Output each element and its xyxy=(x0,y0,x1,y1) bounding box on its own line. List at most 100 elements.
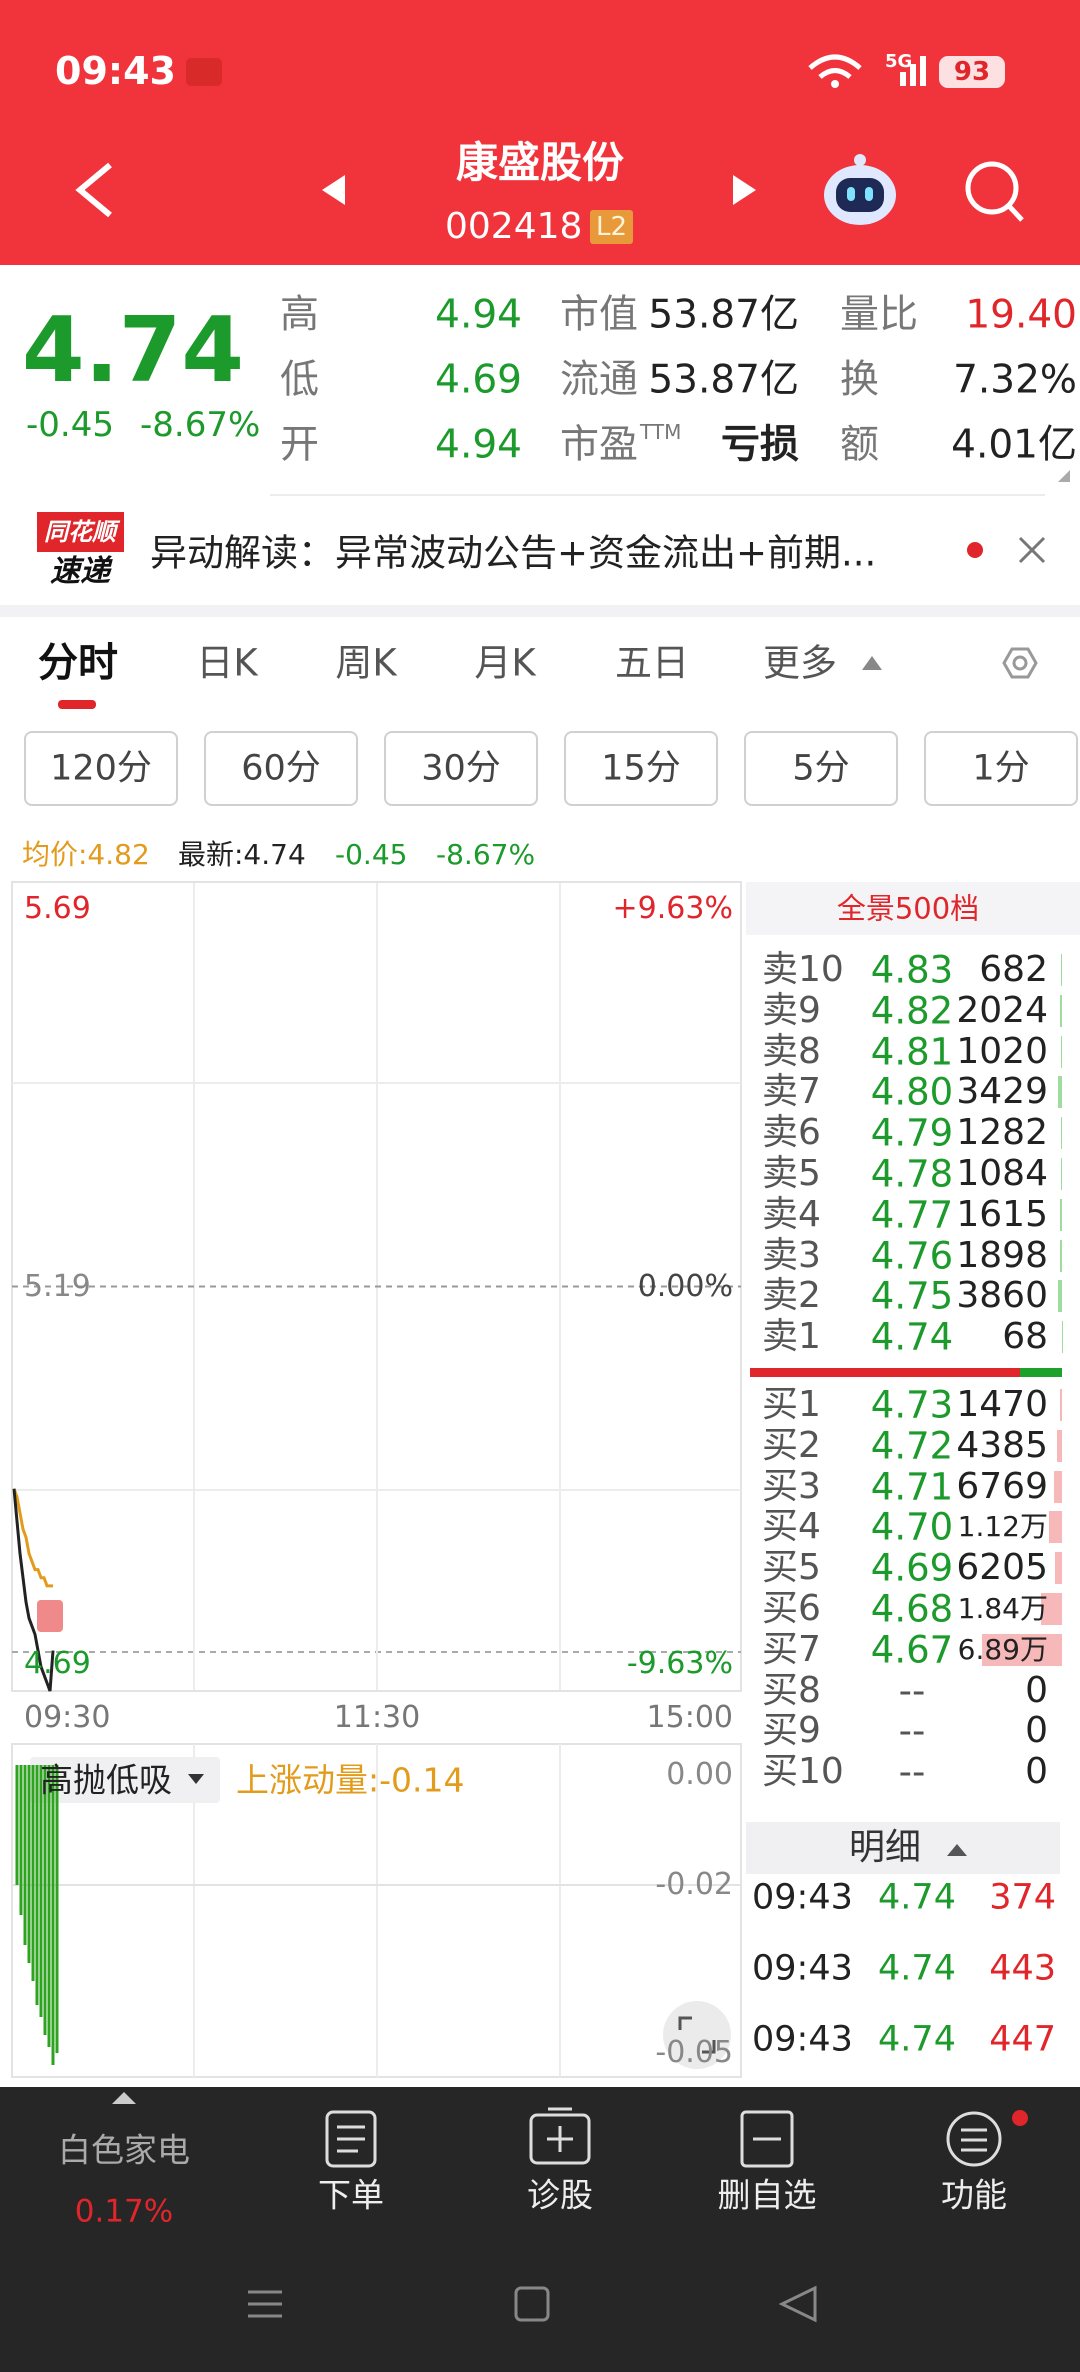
back-icon[interactable] xyxy=(75,162,112,218)
network: 5G xyxy=(885,51,913,72)
stat-label: 量比 xyxy=(840,292,919,338)
sector-change[interactable]: 0.17% xyxy=(74,2193,174,2230)
book-volume: 0 xyxy=(1025,1751,1048,1793)
book-header-bg xyxy=(746,882,1080,935)
battery: 93 xyxy=(953,57,991,87)
period-button[interactable] xyxy=(744,731,898,806)
volume-bar xyxy=(982,1633,1062,1666)
pe-suffix: TTM xyxy=(640,420,682,444)
tab[interactable]: 月K xyxy=(474,641,536,685)
book-price: 4.68 xyxy=(870,1587,954,1631)
stat-label: 额 xyxy=(840,422,880,468)
x-label: 15:00 xyxy=(646,1700,733,1735)
tab[interactable]: 五日 xyxy=(615,641,689,685)
book-volume: 6205 xyxy=(956,1547,1048,1589)
nav-item[interactable]: 诊股 xyxy=(527,2175,593,2215)
book-price: -- xyxy=(898,1750,926,1794)
period-button[interactable] xyxy=(564,731,718,806)
trade-price: 4.74 xyxy=(878,1877,956,1918)
period-button[interactable] xyxy=(384,731,538,806)
x-label: 11:30 xyxy=(333,1700,421,1735)
prev-stock[interactable] xyxy=(322,175,345,205)
trades-header[interactable]: 明细 xyxy=(848,1827,922,1868)
book-label: 卖9 xyxy=(762,989,821,1031)
trade-price: 4.74 xyxy=(878,2019,956,2060)
book-volume: 1470 xyxy=(956,1384,1048,1425)
volume-bar xyxy=(1054,1552,1062,1585)
volume-bar xyxy=(1059,1239,1062,1272)
pct-label: 0.00% xyxy=(637,1268,733,1304)
header-bg xyxy=(0,0,1080,265)
nav-icons xyxy=(325,2107,1002,2168)
tab[interactable]: 分时 xyxy=(38,640,118,686)
stat-label: 开 xyxy=(280,422,320,468)
book-label: 买3 xyxy=(762,1465,821,1507)
volume-bar xyxy=(1040,1593,1062,1625)
book-volume: 1.84万 xyxy=(957,1592,1048,1625)
tab[interactable]: 周K xyxy=(335,641,397,685)
volume-bar xyxy=(1060,1035,1062,1068)
system-nav[interactable] xyxy=(248,2285,817,2323)
indicator-select-bg[interactable] xyxy=(30,1757,220,1803)
status-icons xyxy=(186,54,1005,88)
assistant-icon[interactable] xyxy=(824,154,896,225)
y-tick-label: 0.00 xyxy=(666,1757,733,1792)
stat-value: 4.94 xyxy=(435,292,522,338)
trade-volume: 447 xyxy=(989,2019,1056,2060)
period-label[interactable]: 60分 xyxy=(241,748,321,789)
book-label: 买10 xyxy=(762,1751,844,1793)
book-divider-red xyxy=(750,1368,1020,1377)
period-label[interactable]: 1分 xyxy=(972,748,1030,789)
period-button[interactable] xyxy=(24,731,178,806)
info-change-pct: -8.67% xyxy=(436,838,536,871)
search-icon[interactable] xyxy=(965,161,1024,222)
book-label: 买2 xyxy=(762,1424,821,1466)
stat-label: 流通 xyxy=(560,357,639,403)
change-pct: -8.67% xyxy=(140,405,261,445)
book-label: 卖10 xyxy=(762,949,844,990)
book-volume: 1615 xyxy=(956,1193,1048,1235)
next-stock[interactable] xyxy=(733,175,756,205)
period-button[interactable] xyxy=(924,731,1078,806)
news-text[interactable]: 异动解读：异常波动公告+资金流出+前期... xyxy=(150,531,877,575)
volume-bar xyxy=(1060,1198,1062,1231)
period-label[interactable]: 5分 xyxy=(792,748,850,789)
volume-bar xyxy=(1060,1389,1062,1421)
book-price: -- xyxy=(898,1709,926,1753)
nav-item[interactable]: 删自选 xyxy=(717,2175,817,2215)
tab[interactable]: 更多 xyxy=(763,641,837,685)
settings-icon[interactable] xyxy=(1002,647,1038,679)
nav-item[interactable]: 下单 xyxy=(318,2175,384,2215)
news-badge-top: 同花顺 xyxy=(44,518,116,546)
book-price: 4.74 xyxy=(870,1315,954,1359)
book-label: 买5 xyxy=(762,1547,821,1589)
separator xyxy=(0,605,1080,617)
book-price: 4.81 xyxy=(870,1030,954,1074)
period-label[interactable]: 15分 xyxy=(601,748,681,789)
close-news[interactable] xyxy=(1018,536,1046,564)
book-label: 买7 xyxy=(762,1628,821,1670)
trade-time: 09:43 xyxy=(752,1877,853,1918)
y-tick-label: 4.69 xyxy=(24,1646,91,1681)
tab[interactable]: 日K xyxy=(196,641,258,685)
expand-arrow[interactable] xyxy=(112,2092,136,2104)
stat-label: 低 xyxy=(280,357,320,403)
sector-name[interactable]: 白色家电 xyxy=(58,2130,190,2170)
period-label[interactable]: 120分 xyxy=(50,748,152,789)
indicator-name[interactable]: 高抛低吸 xyxy=(40,1760,172,1800)
fullscreen-btn[interactable] xyxy=(663,2001,731,2069)
tab-underline xyxy=(58,700,96,709)
trade-time: 09:43 xyxy=(752,1948,853,1989)
stat-value: 53.87亿 xyxy=(648,292,799,338)
period-label[interactable]: 30分 xyxy=(421,748,501,789)
period-button[interactable] xyxy=(204,731,358,806)
book-volume: 1084 xyxy=(956,1153,1048,1194)
volume-bar xyxy=(1059,994,1062,1027)
book-price: 4.76 xyxy=(870,1234,954,1278)
nav-item[interactable]: 功能 xyxy=(941,2175,1007,2215)
book-volume: 1282 xyxy=(956,1112,1048,1154)
book-volume: 1020 xyxy=(956,1030,1048,1072)
unread-dot xyxy=(967,542,983,558)
